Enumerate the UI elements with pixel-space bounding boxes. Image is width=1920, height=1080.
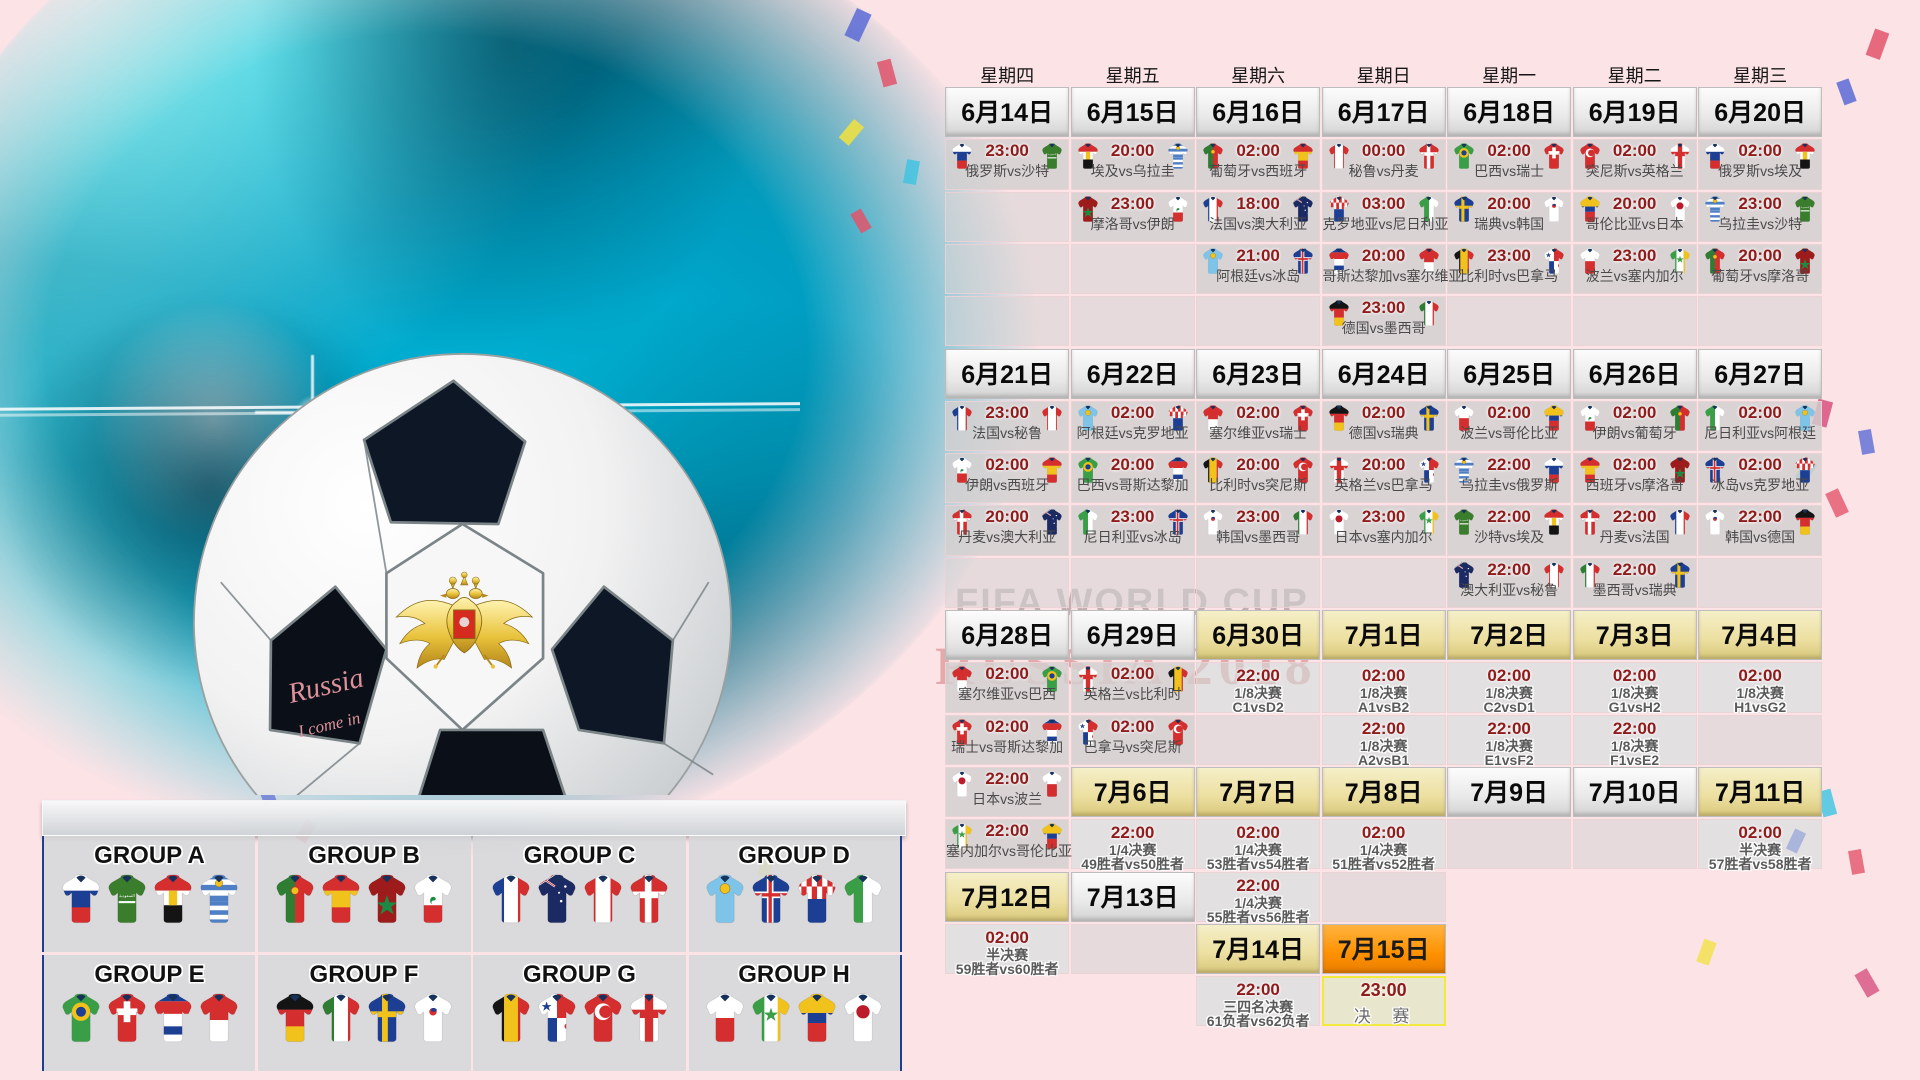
svg-text:السعودية: السعودية (119, 893, 135, 898)
